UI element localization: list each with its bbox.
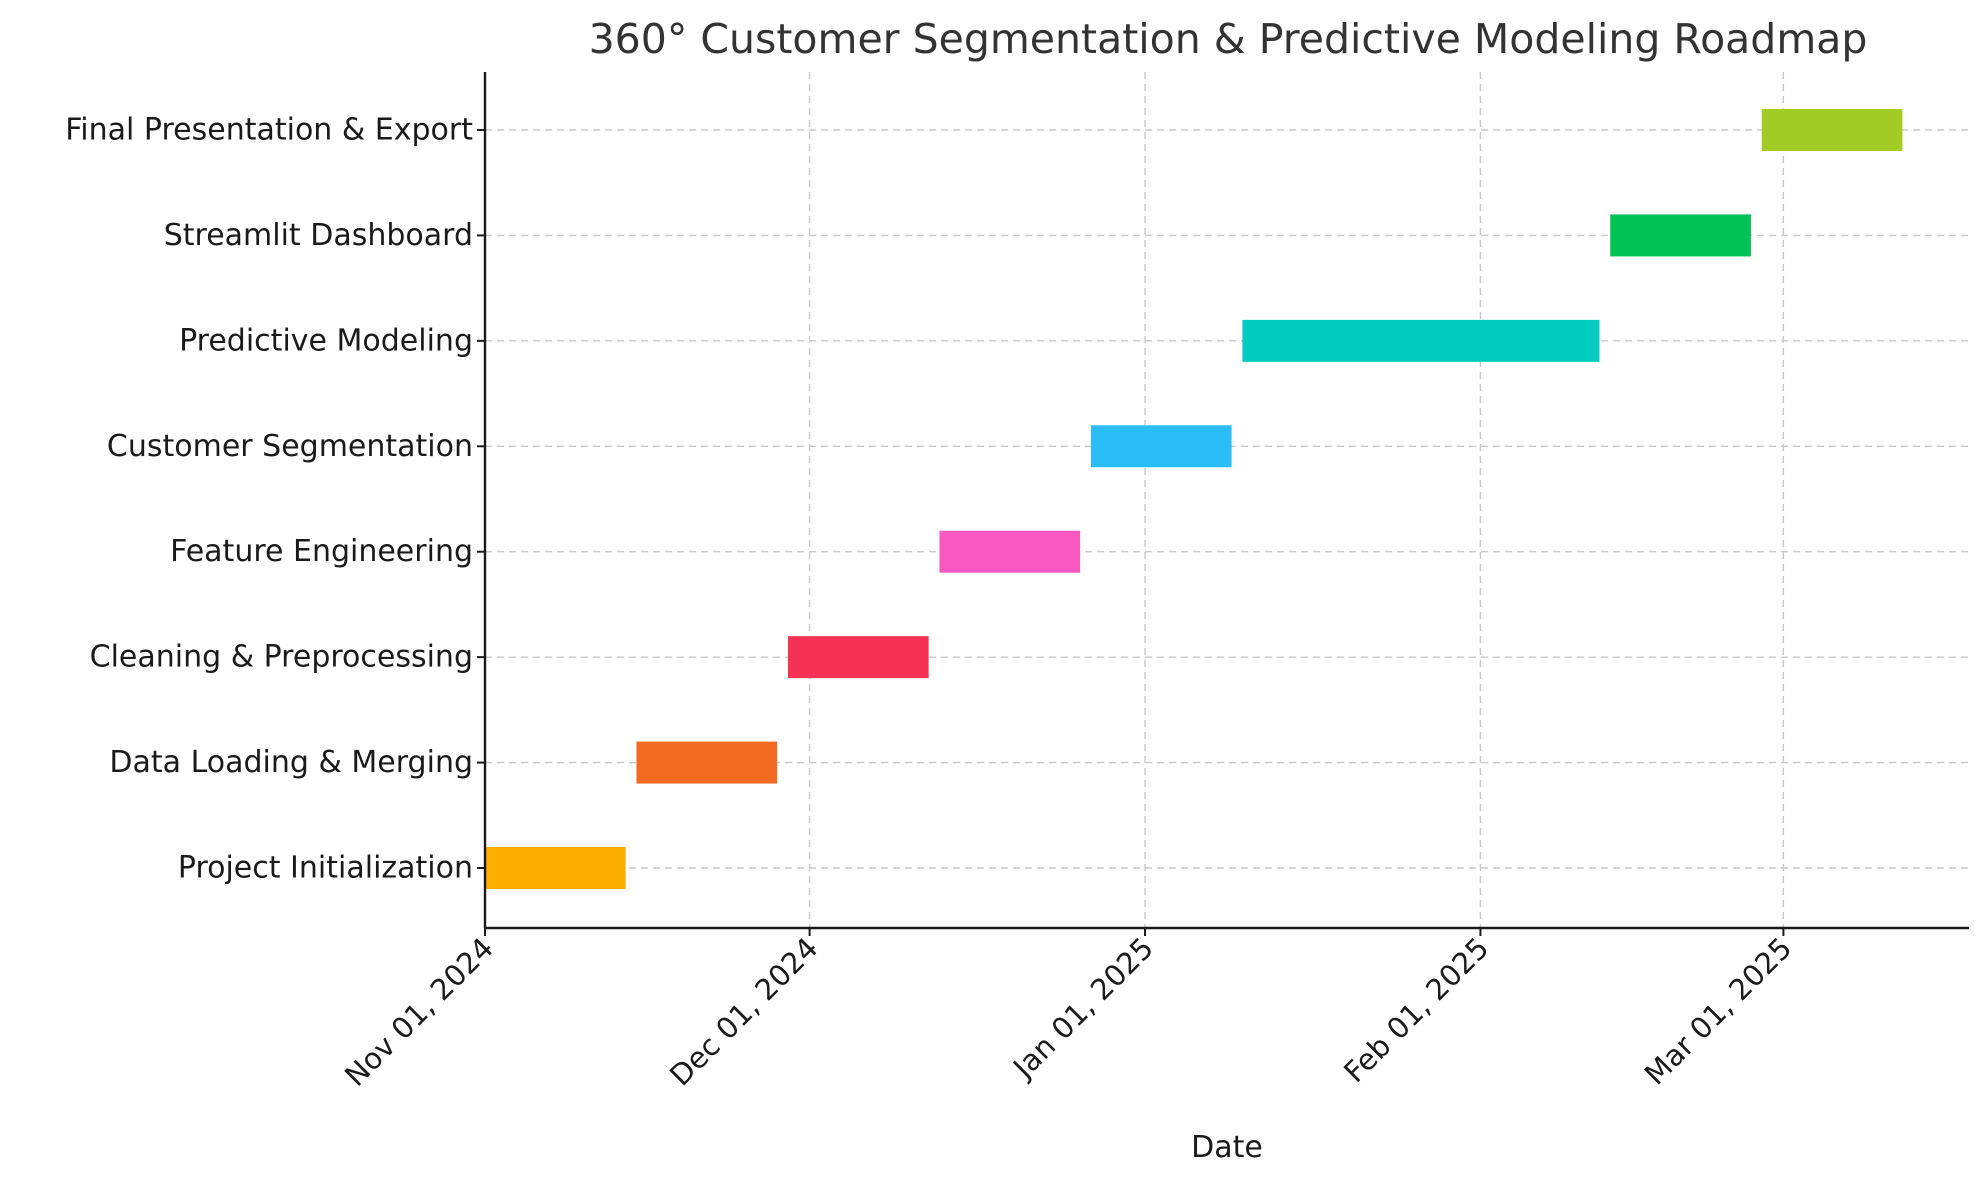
y-tick-label: Project Initialization bbox=[178, 851, 473, 886]
y-tick-label: Predictive Modeling bbox=[179, 323, 473, 358]
y-tick-labels: Project Initialization Data Loading & Mer… bbox=[65, 113, 473, 886]
x-tick-label: Nov 01, 2024 bbox=[338, 931, 500, 1093]
task-bar bbox=[939, 530, 1081, 573]
y-tick-label: Customer Segmentation bbox=[107, 429, 473, 464]
task-bar bbox=[485, 847, 626, 889]
task-bar bbox=[1242, 319, 1600, 362]
y-tick-label: Final Presentation & Export bbox=[65, 113, 473, 148]
task-bar bbox=[636, 741, 778, 784]
y-tick-label: Data Loading & Merging bbox=[109, 745, 473, 780]
x-tick-label: Feb 01, 2025 bbox=[1337, 931, 1495, 1089]
x-tick-label: Dec 01, 2024 bbox=[663, 931, 825, 1093]
chart-title: 360° Customer Segmentation & Predictive … bbox=[589, 15, 1868, 63]
y-tick-label: Feature Engineering bbox=[170, 534, 473, 569]
task-bar bbox=[1610, 214, 1751, 257]
task-bar bbox=[787, 636, 929, 679]
y-tick-label: Cleaning & Preprocessing bbox=[90, 640, 473, 675]
y-tick-label: Streamlit Dashboard bbox=[164, 218, 473, 253]
axes bbox=[477, 72, 1969, 936]
task-bar bbox=[1090, 425, 1232, 468]
x-tick-label: Jan 01, 2025 bbox=[1005, 931, 1160, 1086]
x-axis-label: Date bbox=[1191, 1130, 1263, 1165]
x-tick-label: Mar 01, 2025 bbox=[1638, 931, 1799, 1092]
x-tick-labels: Nov 01, 2024 Dec 01, 2024 Jan 01, 2025 Feb … bbox=[338, 931, 1798, 1093]
task-bars bbox=[485, 109, 1903, 889]
task-bar bbox=[1761, 109, 1903, 151]
grid-lines bbox=[484, 72, 1969, 928]
